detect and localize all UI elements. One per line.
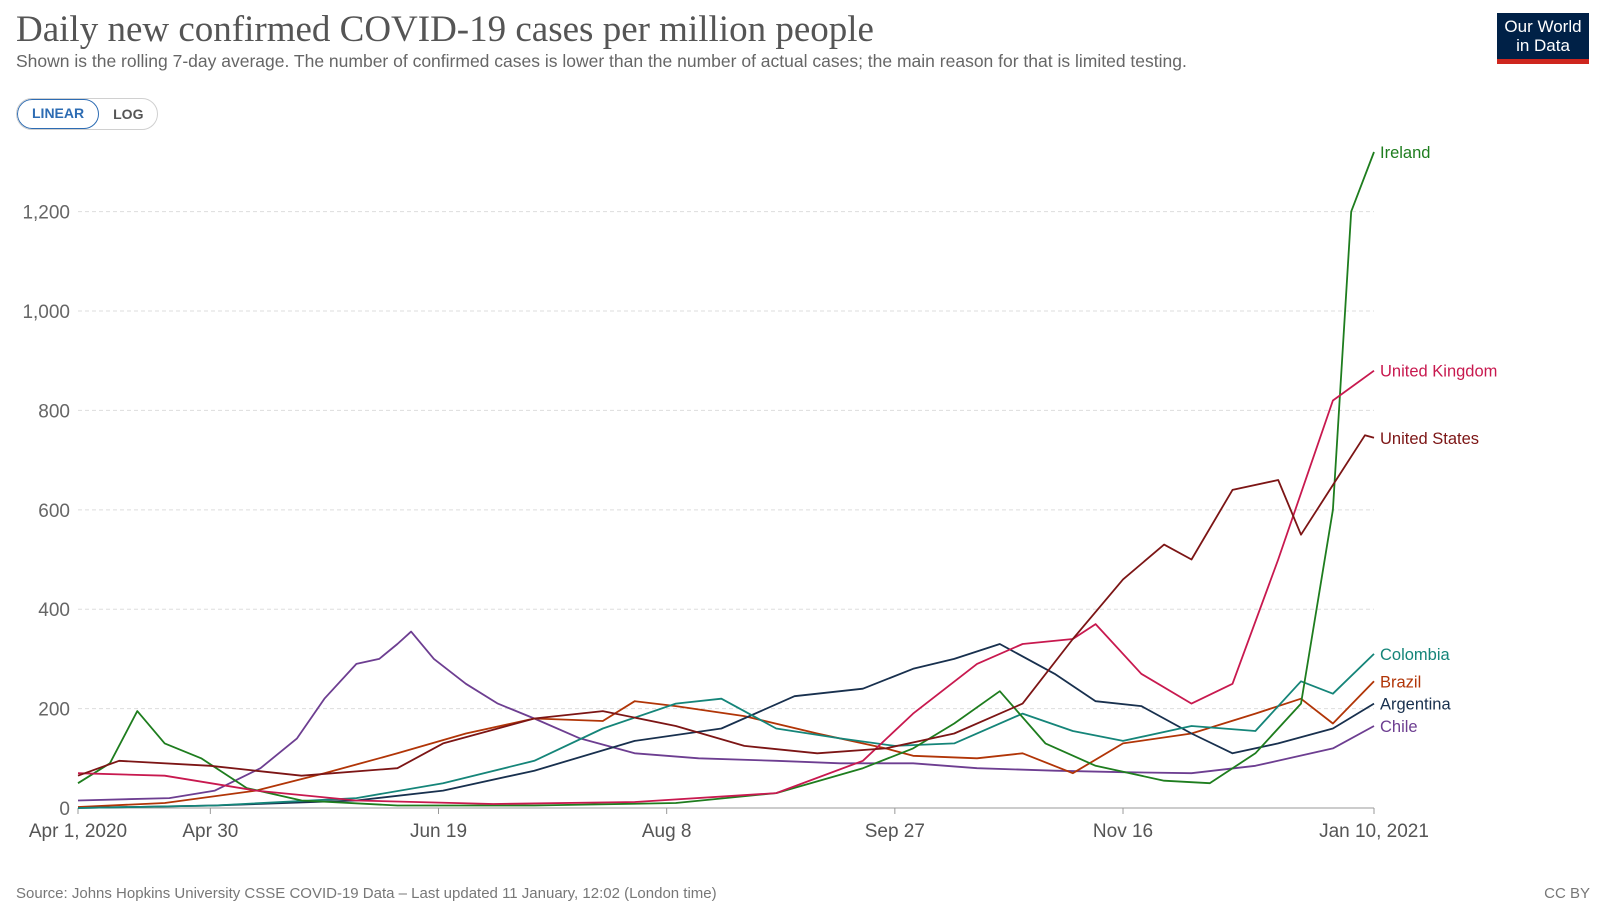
- logo-line2: in Data: [1516, 36, 1570, 55]
- y-tick-label: 0: [59, 799, 70, 820]
- license-link[interactable]: CC BY: [1544, 885, 1590, 902]
- chart-title: Daily new confirmed COVID-19 cases per m…: [16, 9, 874, 50]
- source-note: Source: Johns Hopkins University CSSE CO…: [16, 885, 717, 902]
- series-line-brazil: [77, 680, 1375, 808]
- x-tick-label: Nov 16: [1093, 821, 1153, 842]
- series-line-united-states: [77, 434, 1375, 777]
- owid-logo[interactable]: Our World in Data: [1497, 13, 1589, 64]
- series-line-ireland: [77, 151, 1375, 807]
- series-label-argentina: Argentina: [1380, 696, 1451, 714]
- y-tick-label: 1,200: [22, 203, 70, 224]
- x-tick-label: Jan 10, 2021: [1319, 821, 1429, 842]
- series-label-ireland: Ireland: [1380, 144, 1430, 162]
- series-line-colombia: [77, 653, 1375, 809]
- y-tick-label: 200: [38, 700, 70, 721]
- scale-toggle: LINEAR LOG: [16, 98, 159, 130]
- x-tick-label: Apr 30: [182, 821, 238, 842]
- x-tick-label: Apr 1, 2020: [29, 821, 127, 842]
- log-scale-button[interactable]: LOG: [113, 106, 144, 122]
- series-label-chile: Chile: [1380, 718, 1418, 736]
- series-line-chile: [77, 630, 1375, 802]
- series-label-united-states: United States: [1380, 430, 1479, 448]
- y-tick-label: 600: [38, 501, 70, 522]
- series-label-united-kingdom: United Kingdom: [1380, 363, 1497, 381]
- x-tick-label: Sep 27: [865, 821, 925, 842]
- chart-subtitle: Shown is the rolling 7-day average. The …: [16, 51, 1187, 71]
- y-tick-label: 400: [38, 600, 70, 621]
- series-line-argentina: [77, 643, 1375, 809]
- series-line-united-kingdom: [77, 369, 1375, 805]
- y-tick-label: 1,000: [22, 302, 70, 323]
- x-tick-label: Aug 8: [642, 821, 692, 842]
- y-tick-label: 800: [38, 401, 70, 422]
- linear-scale-button[interactable]: LINEAR: [17, 99, 100, 129]
- series-label-brazil: Brazil: [1380, 673, 1421, 691]
- logo-line1: Our World: [1504, 17, 1582, 36]
- x-tick-label: Jun 19: [410, 821, 467, 842]
- series-label-colombia: Colombia: [1380, 646, 1451, 664]
